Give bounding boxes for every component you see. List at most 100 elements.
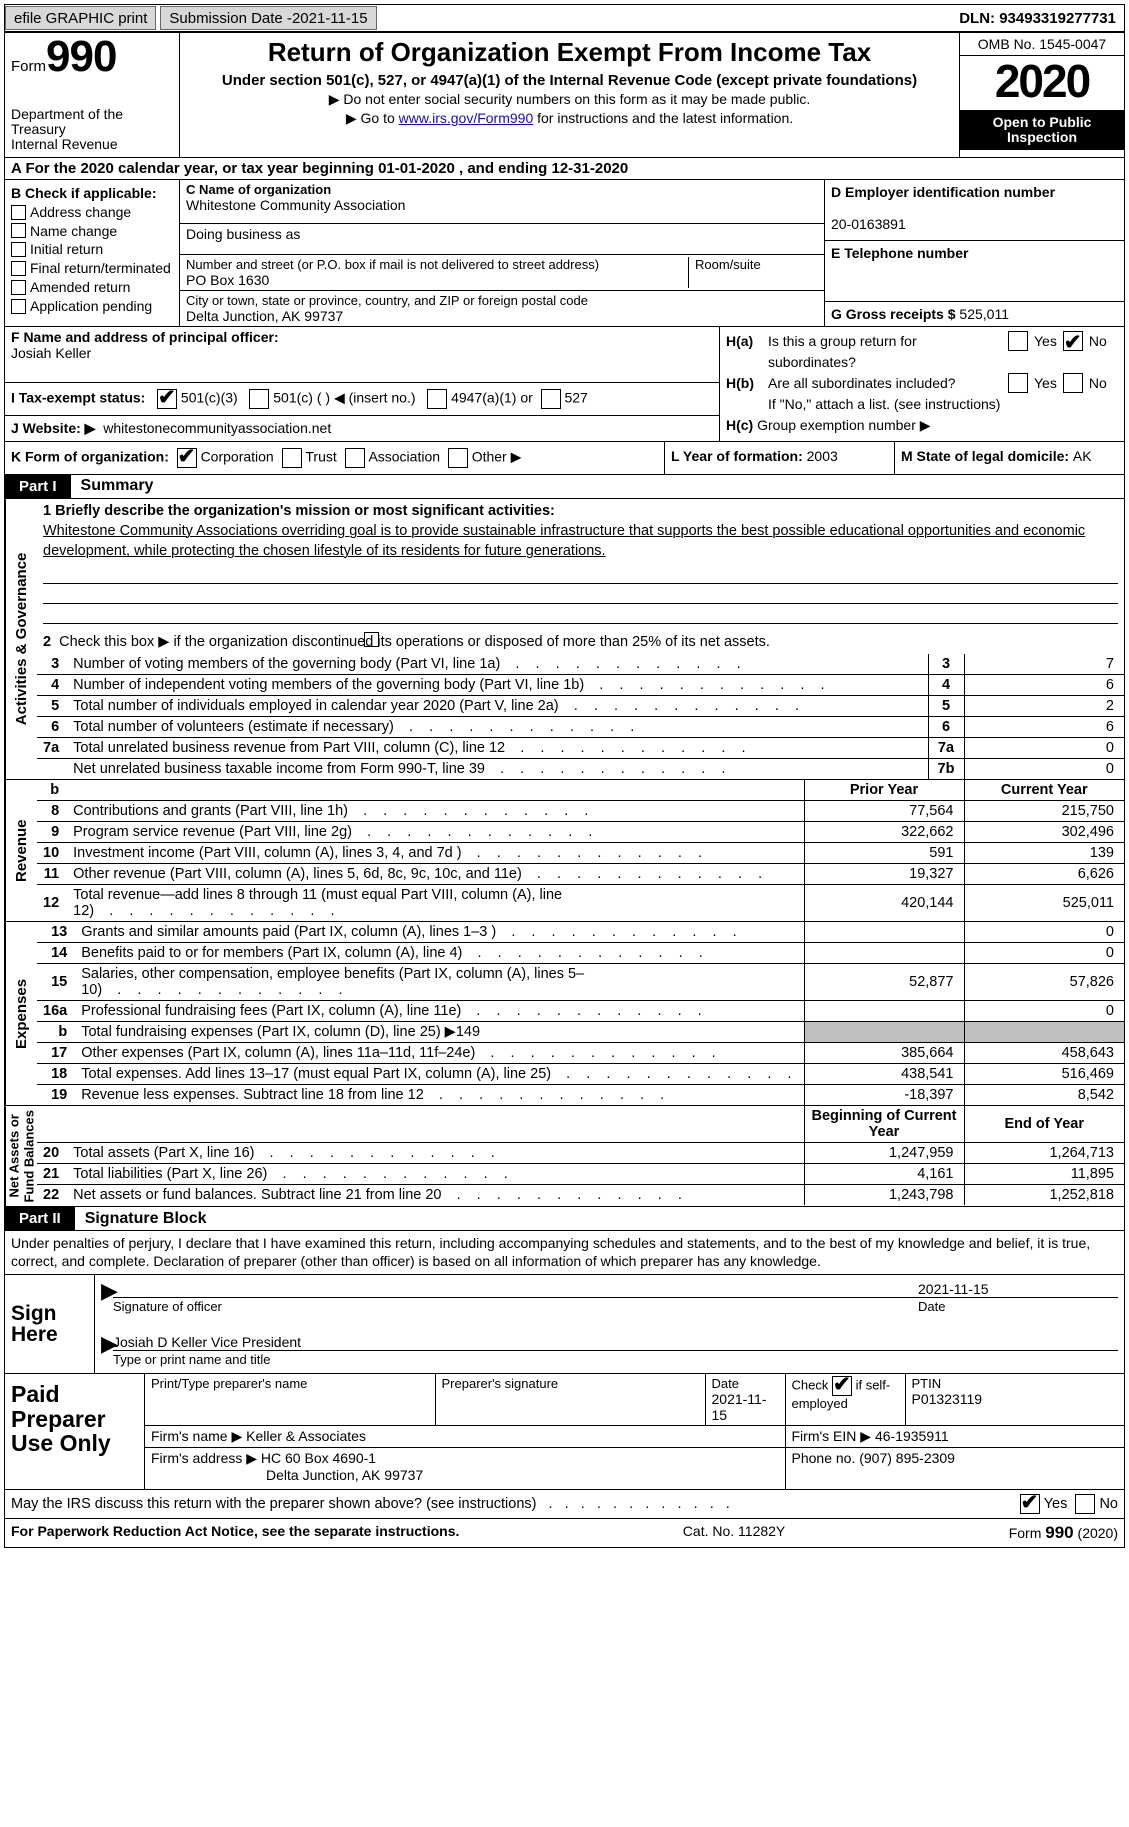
- table-row: 21Total liabilities (Part X, line 26)4,1…: [37, 1163, 1124, 1184]
- check-501c[interactable]: [249, 389, 269, 409]
- check-self-employed[interactable]: [832, 1376, 852, 1396]
- prep-name-hdr: Print/Type preparer's name: [151, 1376, 429, 1391]
- hb-no[interactable]: [1063, 373, 1083, 393]
- ag-rows: 1 Briefly describe the organization's mi…: [37, 499, 1124, 779]
- note2-prefix: ▶ Go to: [346, 110, 399, 126]
- line-1: 1 Briefly describe the organization's mi…: [37, 499, 1124, 564]
- table-row: Net unrelated business taxable income fr…: [37, 758, 1124, 779]
- officer-sign-date: 2021-11-15: [918, 1281, 1118, 1297]
- city-label: City or town, state or province, country…: [186, 293, 818, 308]
- top-bar: efile GRAPHIC print Submission Date - 20…: [4, 4, 1125, 32]
- ein-value: 20-0163891: [831, 216, 906, 232]
- firm-phone: (907) 895-2309: [859, 1450, 955, 1466]
- website-value: whitestonecommunityassociation.net: [103, 420, 331, 436]
- prep-ptin-hdr: PTIN: [912, 1376, 1119, 1391]
- prep-check-hdr: Check if self-employed: [792, 1376, 899, 1411]
- firm-ein: 46-1935911: [875, 1428, 949, 1444]
- sig-date-label: Date: [918, 1297, 1118, 1314]
- org-name-label: C Name of organization: [186, 182, 818, 197]
- part-2-tab: Part II: [5, 1207, 75, 1230]
- box-e: E Telephone number: [825, 241, 1124, 302]
- cat-number: Cat. No. 11282Y: [683, 1523, 785, 1543]
- check-discontinued[interactable]: [364, 632, 379, 647]
- addr-label: Number and street (or P.O. box if mail i…: [186, 257, 688, 272]
- submission-date-button[interactable]: Submission Date - 2021-11-15: [160, 6, 376, 30]
- ha-yes[interactable]: [1008, 331, 1028, 351]
- paid-preparer-right: Print/Type preparer's name Preparer's si…: [145, 1374, 1124, 1489]
- sign-here-label: Sign Here: [5, 1275, 95, 1373]
- firm-ein-pre: Firm's EIN ▶: [792, 1428, 875, 1444]
- org-name-cell: C Name of organization Whitestone Commun…: [180, 180, 824, 224]
- box-d: D Employer identification number 20-0163…: [825, 180, 1124, 241]
- firm-addr-pre: Firm's address ▶: [151, 1450, 261, 1466]
- col-prior-year: Prior Year: [804, 780, 964, 801]
- efile-print-button[interactable]: efile GRAPHIC print: [5, 6, 156, 30]
- tax-status-label: I Tax-exempt status:: [11, 389, 145, 405]
- dln-value: 93493319277731: [999, 10, 1116, 27]
- dln: DLN: 93493319277731: [959, 10, 1124, 27]
- type-name-label: Type or print name and title: [113, 1350, 1118, 1367]
- check-name-change[interactable]: Name change: [11, 222, 173, 241]
- col-current-year: Current Year: [964, 780, 1124, 801]
- check-association[interactable]: [345, 448, 365, 468]
- check-trust[interactable]: [282, 448, 302, 468]
- box-b-label: B Check if applicable:: [11, 185, 156, 201]
- fgh-grid: F Name and address of principal officer:…: [4, 327, 1125, 442]
- check-final-return[interactable]: Final return/terminated: [11, 259, 173, 278]
- netassets-section: Net Assets or Fund Balances Beginning of…: [4, 1106, 1125, 1207]
- table-row: 15Salaries, other compensation, employee…: [37, 963, 1124, 1000]
- irs-link-text: www.irs.gov/Form990: [399, 110, 534, 126]
- prep-sig-hdr: Preparer's signature: [442, 1376, 699, 1391]
- suite-label: Room/suite: [695, 257, 818, 272]
- check-other[interactable]: [448, 448, 468, 468]
- line-2-text: Check this box ▶ if the organization dis…: [59, 634, 770, 650]
- vtab-expenses: Expenses: [5, 922, 37, 1105]
- paid-preparer-label: Paid Preparer Use Only: [5, 1374, 145, 1489]
- revenue-table: b Prior Year Current Year 8Contributions…: [37, 780, 1124, 921]
- firm-phone-pre: Phone no.: [792, 1450, 860, 1466]
- hb-yes[interactable]: [1008, 373, 1028, 393]
- firm-name-pre: Firm's name ▶: [151, 1428, 246, 1444]
- firm-name: Keller & Associates: [246, 1428, 366, 1444]
- irs-link[interactable]: www.irs.gov/Form990: [399, 110, 534, 126]
- declaration-text: Under penalties of perjury, I declare th…: [4, 1231, 1125, 1275]
- ein-label: D Employer identification number: [831, 184, 1055, 200]
- check-initial-return[interactable]: Initial return: [11, 240, 173, 259]
- vtab-activities: Activities & Governance: [5, 499, 37, 779]
- check-4947[interactable]: [427, 389, 447, 409]
- box-f: F Name and address of principal officer:…: [5, 327, 719, 383]
- hc-question: Group exemption number ▶: [757, 417, 930, 433]
- check-address-change[interactable]: Address change: [11, 203, 173, 222]
- hc-label: H(c): [726, 417, 753, 433]
- department-label: Department of the Treasury Internal Reve…: [11, 107, 173, 153]
- table-row: 7aTotal unrelated business revenue from …: [37, 737, 1124, 758]
- info-right: D Employer identification number 20-0163…: [824, 180, 1124, 326]
- gross-receipts-value: 525,011: [959, 306, 1009, 322]
- netassets-table: Beginning of Current Year End of Year 20…: [37, 1106, 1124, 1205]
- table-row: 4Number of independent voting members of…: [37, 674, 1124, 695]
- mission-text: Whitestone Community Associations overri…: [43, 523, 1085, 559]
- check-527[interactable]: [541, 389, 561, 409]
- form-title: Return of Organization Exempt From Incom…: [186, 37, 953, 68]
- may-yes[interactable]: [1020, 1494, 1040, 1514]
- ha-no[interactable]: [1063, 331, 1083, 351]
- paid-preparer-block: Paid Preparer Use Only Print/Type prepar…: [4, 1374, 1125, 1490]
- may-no[interactable]: [1075, 1494, 1095, 1514]
- expenses-section: Expenses 13Grants and similar amounts pa…: [4, 922, 1125, 1106]
- box-b: B Check if applicable: Address change Na…: [5, 180, 180, 326]
- table-row: 16aProfessional fundraising fees (Part I…: [37, 1000, 1124, 1021]
- check-application-pending[interactable]: Application pending: [11, 297, 173, 316]
- check-amended-return[interactable]: Amended return: [11, 278, 173, 297]
- paperwork-notice: For Paperwork Reduction Act Notice, see …: [11, 1523, 459, 1543]
- prep-date: 2021-11-15: [712, 1391, 779, 1423]
- line-1-label: 1 Briefly describe the organization's mi…: [43, 503, 555, 519]
- box-j: J Website: ▶ whitestonecommunityassociat…: [5, 416, 719, 441]
- check-501c3[interactable]: [157, 389, 177, 409]
- box-h: H(a) Is this a group return for subordin…: [720, 327, 1124, 441]
- activities-governance: Activities & Governance 1 Briefly descri…: [4, 499, 1125, 780]
- firm-addr1: HC 60 Box 4690-1: [261, 1450, 376, 1466]
- check-corporation[interactable]: [177, 448, 197, 468]
- vtab-revenue: Revenue: [5, 780, 37, 921]
- revenue-section: Revenue b Prior Year Current Year 8Contr…: [4, 780, 1125, 922]
- officer-label: F Name and address of principal officer:: [11, 329, 279, 345]
